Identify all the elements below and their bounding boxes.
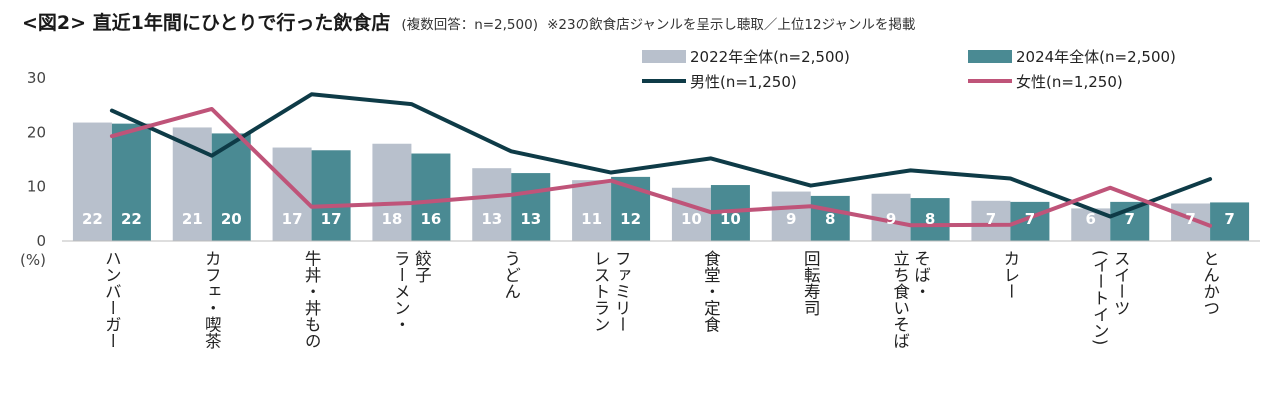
bar-2024-8	[910, 198, 950, 241]
y-tick-label-0: 0	[36, 232, 46, 250]
data-label-2024-0: 22	[121, 210, 142, 228]
y-tick-label-2: 20	[27, 123, 46, 141]
chart-subtitle: (複数回答：n=2,500)	[401, 17, 538, 33]
category-label-5-line1: レストラン	[591, 250, 610, 333]
category-label-2: 牛丼・丼もの	[302, 250, 321, 349]
data-label-2022-10: 6	[1086, 210, 1096, 228]
data-label-2024-9: 7	[1025, 210, 1035, 228]
bar-2022-5	[572, 180, 612, 241]
y-tick-label-1: 10	[27, 178, 46, 196]
category-label-11: とんかつ	[1201, 250, 1220, 316]
category-label-8-line0: そば・	[912, 250, 931, 300]
data-label-2022-6: 10	[681, 210, 702, 228]
legend-2022-label: 2022年全体(n=2,500)	[690, 48, 850, 66]
line-series-male	[109, 92, 1213, 219]
category-label-3-line0: 餃子	[412, 250, 431, 284]
data-label-2024-2: 17	[321, 210, 342, 228]
bar-2022-7	[771, 191, 811, 241]
category-label-10-line1: (イートイン)	[1090, 250, 1109, 345]
bar-2024-0	[111, 123, 151, 241]
bar-2022-3	[372, 143, 412, 241]
chart-title: <図2> 直近1年間にひとりで行った飲食店 (複数回答：n=2,500) ※23…	[22, 8, 915, 35]
data-label-2022-7: 9	[786, 210, 796, 228]
bar-2022-2	[272, 147, 312, 241]
data-label-2022-11: 7	[1185, 210, 1195, 228]
legend-2024-swatch	[968, 50, 1012, 63]
data-label-2022-0: 22	[82, 210, 103, 228]
category-label-9: カレー	[1001, 250, 1020, 300]
data-label-2022-8: 9	[886, 210, 896, 228]
bar-2022-4	[472, 168, 512, 241]
category-label-6: 食堂・定食	[701, 250, 720, 333]
y-unit-label: (%)	[20, 251, 46, 269]
data-label-2022-4: 13	[481, 210, 502, 228]
bar-2024-7	[810, 195, 850, 241]
category-label-7: 回転寿司	[801, 250, 820, 316]
data-label-2024-6: 10	[720, 210, 741, 228]
bar-2024-2	[311, 150, 351, 241]
bar-2022-9	[971, 200, 1011, 241]
data-label-2024-3: 16	[420, 210, 441, 228]
data-label-2024-10: 7	[1125, 210, 1135, 228]
category-label-4: うどん	[502, 250, 521, 300]
data-label-2024-5: 12	[620, 210, 641, 228]
legend-2022-swatch	[642, 50, 686, 63]
bar-2022-0	[72, 122, 112, 241]
data-label-2024-4: 13	[520, 210, 541, 228]
bar-2024-4	[511, 173, 551, 241]
bar-2024-3	[411, 153, 451, 241]
y-tick-label-3: 30	[27, 69, 46, 87]
legend-female-label: 女性(n=1,250)	[1016, 73, 1123, 91]
category-label-10-line0: スイーツ	[1111, 250, 1130, 316]
bar-2022-6	[671, 187, 711, 241]
line-series-female	[109, 106, 1213, 228]
category-label-0: ハンバーガー	[102, 250, 121, 349]
data-label-2022-2: 17	[282, 210, 303, 228]
data-label-2022-1: 21	[182, 210, 203, 228]
data-label-2024-7: 8	[825, 210, 835, 228]
category-label-1: カフェ・喫茶	[202, 250, 221, 349]
legend-2024-label: 2024年全体(n=2,500)	[1016, 48, 1176, 66]
data-label-2024-11: 7	[1224, 210, 1234, 228]
data-label-2022-3: 18	[381, 210, 402, 228]
data-label-2024-8: 8	[925, 210, 935, 228]
category-label-5-line0: ファミリー	[612, 250, 631, 333]
data-label-2024-1: 20	[221, 210, 242, 228]
category-label-8-line1: 立ち食いそば	[891, 250, 910, 350]
legend-male-label: 男性(n=1,250)	[690, 73, 797, 91]
data-label-2022-5: 11	[581, 210, 602, 228]
data-label-2022-9: 7	[986, 210, 996, 228]
chart-note: ※23の飲食店ジャンルを呈示し聴取／上位12ジャンルを掲載	[547, 17, 916, 33]
bar-2024-11	[1210, 202, 1250, 241]
chart-title-main: <図2> 直近1年間にひとりで行った飲食店	[22, 12, 391, 34]
category-label-3-line1: ラーメン・	[391, 250, 410, 333]
